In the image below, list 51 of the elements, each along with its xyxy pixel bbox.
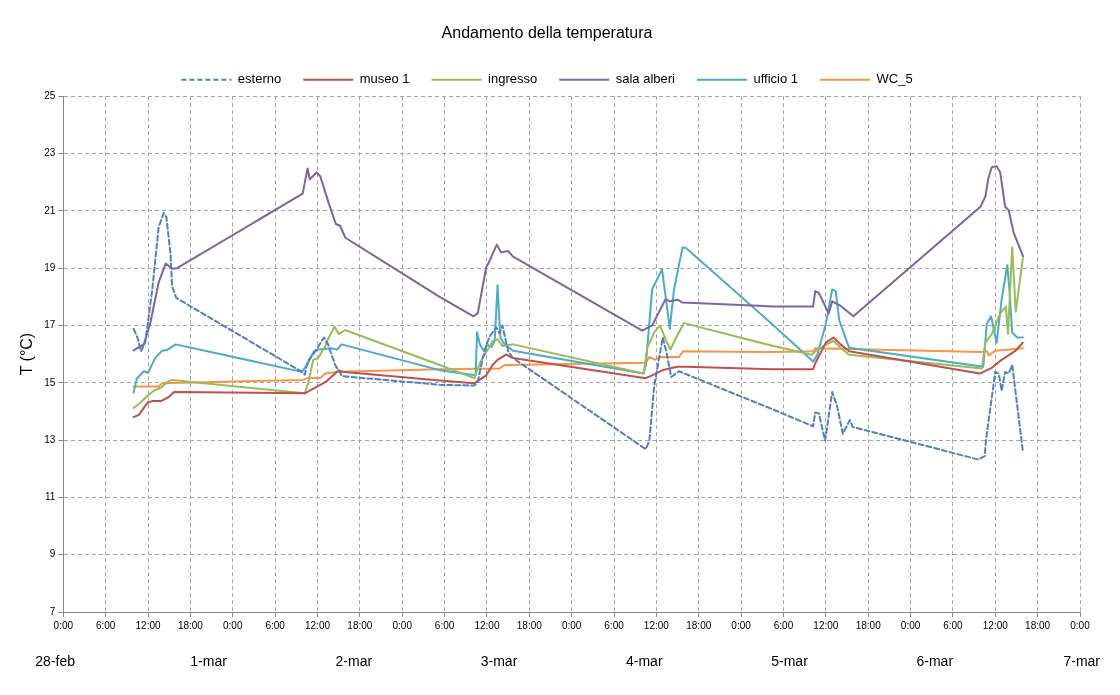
legend-label: museo 1 [359, 71, 410, 87]
y-tick-label: 25 [44, 89, 56, 101]
x-tick-label: 18:00 [347, 619, 373, 631]
legend-label: ufficio 1 [753, 71, 799, 87]
x-tick-label: 18:00 [177, 619, 204, 631]
x-tick-label: 18:00 [855, 619, 882, 631]
x-tick-label: 12:00 [643, 619, 670, 631]
text: 2-mar [335, 652, 373, 669]
x-tick-label: 0:00 [223, 619, 243, 631]
y-axis-title: T (°C) [18, 332, 36, 376]
x-tick-label: 6:00 [434, 619, 455, 631]
text: 5-mar [771, 652, 809, 669]
text: 7-mar [1063, 652, 1101, 669]
x-tick-label: 6:00 [95, 619, 116, 631]
x-tick-label: 18:00 [1025, 619, 1051, 631]
x-tick-label: 0:00 [1070, 619, 1091, 631]
legend-label: sala alberi [615, 71, 676, 87]
x-tick-label: 18:00 [516, 619, 543, 631]
y-tick-label: 11 [44, 491, 56, 503]
x-tick-label: 6:00 [265, 619, 286, 631]
x-tick-label: 12:00 [304, 619, 331, 631]
y-tick-label: 19 [44, 261, 56, 273]
legend-label: WC_5 [876, 71, 913, 87]
x-tick-label: 0:00 [900, 619, 921, 631]
text: 4-mar [626, 652, 663, 669]
y-tick-label: 7 [49, 605, 56, 617]
chart-title: Andamento della temperatura [441, 24, 653, 42]
text: 28-feb [35, 652, 76, 669]
y-tick-label: 21 [44, 204, 56, 216]
text: 1-mar [190, 652, 228, 669]
y-tick-label: 23 [44, 147, 56, 159]
legend-label: ingresso [488, 71, 538, 87]
y-tick-label: 17 [44, 319, 56, 331]
x-tick-label: 18:00 [686, 619, 712, 631]
y-tick-label: 15 [44, 376, 56, 388]
x-tick-label: 12:00 [474, 619, 500, 631]
x-tick-label: 0:00 [561, 619, 582, 631]
x-tick-label: 6:00 [773, 619, 794, 631]
x-tick-label: 0:00 [731, 619, 752, 631]
y-tick-label: 9 [49, 548, 56, 560]
x-tick-label: 6:00 [943, 619, 964, 631]
legend-label: esterno [237, 71, 282, 87]
x-tick-label: 12:00 [813, 619, 839, 631]
x-tick-label: 0:00 [53, 619, 74, 631]
x-tick-label: 12:00 [135, 619, 161, 631]
text: 3-mar [480, 652, 518, 669]
x-tick-label: 0:00 [392, 619, 413, 631]
x-tick-label: 6:00 [604, 619, 625, 631]
x-tick-label: 12:00 [982, 619, 1009, 631]
text: 6-mar [916, 652, 954, 669]
y-tick-label: 13 [44, 433, 56, 445]
